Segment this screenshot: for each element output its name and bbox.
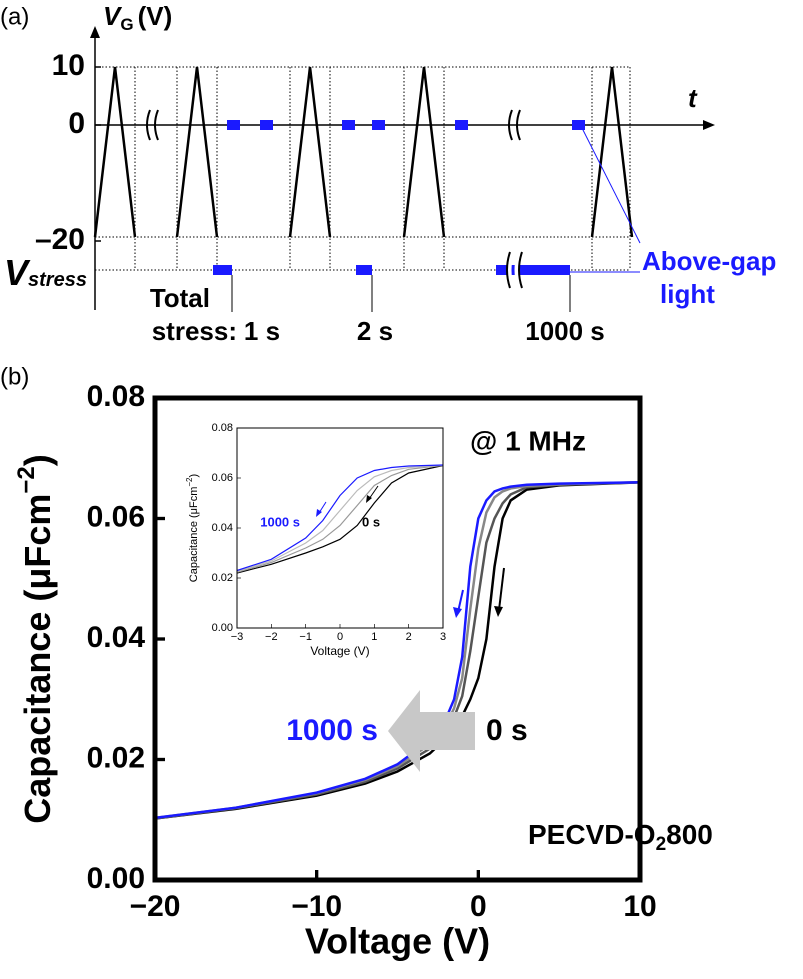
x-tick-label: −20: [130, 890, 181, 923]
y-tick-label: 0.04: [87, 621, 146, 654]
direction-arrows: [316, 485, 505, 618]
t-label: t: [688, 83, 698, 113]
y-tick-label: 0.04: [212, 522, 233, 534]
x-tick-label: 2: [406, 631, 412, 643]
y-tick-label: 0.06: [212, 472, 233, 484]
panel-a: (a) VG (V) t: [0, 1, 776, 346]
stress-time: 1000 s: [525, 316, 605, 346]
light-pulses: [213, 120, 585, 275]
arrow-head: [703, 120, 715, 130]
annotation: 0 s: [486, 714, 528, 747]
stress-markers: [231, 275, 571, 312]
y-axis-label-part: −2: [13, 466, 40, 493]
data-line: [236, 464, 444, 572]
panel-label: (a): [0, 3, 29, 30]
y-tick-label: 0.00: [87, 862, 145, 895]
x-axis-label: Voltage (V): [310, 644, 369, 658]
annotation: 0 s: [362, 514, 380, 529]
light-label: Above-gap: [642, 246, 776, 276]
x-tick-label: −2: [265, 631, 278, 643]
annotation: @ 1 MHz: [470, 425, 586, 456]
y-axis-label-part: ): [188, 474, 200, 478]
annotation: 1000 s: [286, 714, 378, 747]
annotation: 1000 s: [260, 514, 300, 529]
x-tick-label: 0: [470, 890, 487, 923]
x-axis-label: Voltage (V): [305, 921, 490, 962]
callout-lines: [570, 127, 641, 273]
data-line: [154, 481, 641, 820]
y-axis-label-part: Capacitance (μFcm: [17, 494, 58, 824]
gate-pulses: [93, 66, 634, 238]
x-tick-label: −10: [291, 890, 342, 923]
y-axis-label-part: ): [17, 454, 58, 466]
shift-arrow: [388, 690, 475, 772]
y-tick-label: 0.02: [212, 572, 233, 584]
data-line: [236, 464, 444, 573]
y-tick-label: 10: [52, 49, 85, 82]
arrow-head: [90, 26, 100, 38]
data-line: [236, 464, 444, 573]
y-tick-label: 0: [68, 107, 85, 140]
dotted-grid: [95, 66, 631, 271]
y-tick-label: –20: [35, 223, 85, 256]
y-tick-label: 0.06: [87, 500, 145, 533]
y-axis-label-part: −2: [185, 477, 194, 487]
stress-label: Vstress: [4, 252, 87, 293]
total-label: Total: [150, 283, 210, 313]
chart: −3 −2 −1 0 1 2 3 0.00 0.02 0.04 0.06 0.08 Voltage (V…: [185, 422, 446, 658]
y-tick-label: 0.02: [87, 741, 145, 774]
y-axis-label: Capacitance (μFcm−2): [13, 454, 57, 824]
x-tick-label: 0: [337, 631, 343, 643]
x-tick-label: 10: [623, 890, 656, 923]
y-tick-label: 0.00: [212, 622, 233, 634]
data-line: [236, 464, 444, 574]
x-tick-label: −1: [299, 631, 312, 643]
inset-background: [237, 428, 443, 628]
axis-break: [506, 251, 523, 289]
axis-label: VG (V): [103, 1, 172, 35]
light-label: light: [660, 279, 715, 309]
y-axis-label: Capacitance (μFcm−2): [185, 474, 200, 582]
panel-label: (b): [0, 363, 29, 390]
axis-break: [506, 251, 523, 289]
y-axis-label-part: Capacitance (μFcm: [188, 487, 200, 583]
x-tick-label: −3: [231, 631, 244, 643]
stress-time: 1 s: [244, 316, 280, 346]
total-label: stress:: [152, 316, 237, 346]
y-tick-label: 0.08: [87, 380, 145, 413]
y-tick-label: 0.08: [212, 422, 233, 434]
annotation: PECVD-O2800: [528, 819, 713, 855]
data-line: [154, 481, 641, 820]
x-tick-label: 1: [371, 631, 377, 643]
data-line: [154, 481, 641, 820]
stress-time: 2 s: [357, 316, 393, 346]
x-tick-label: 3: [440, 631, 446, 643]
axis-break: [146, 109, 521, 141]
